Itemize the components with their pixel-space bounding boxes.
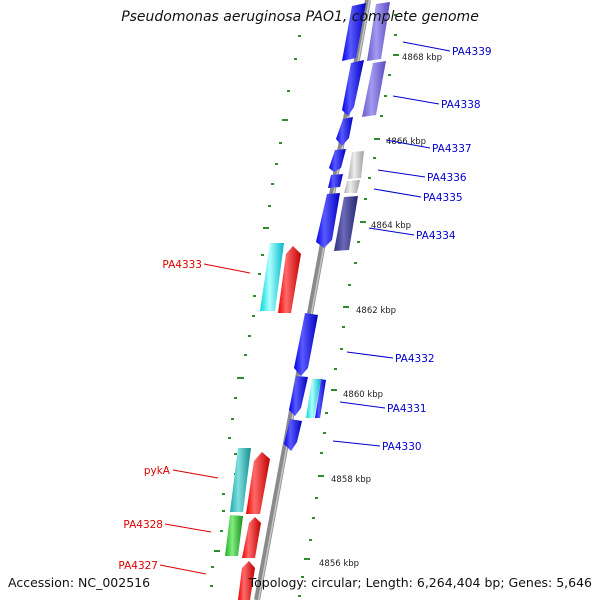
- gene-label-pa4335[interactable]: PA4335: [423, 192, 463, 204]
- gene-arrow-pa4335[interactable]: [328, 174, 343, 188]
- gene-label-pa4328[interactable]: PA4328: [123, 519, 163, 531]
- gene-label-pa4336[interactable]: PA4336: [427, 172, 467, 184]
- accession-text: Accession: NC_002516: [8, 575, 151, 590]
- gene-arrow-pa4336[interactable]: [329, 149, 346, 172]
- gene-arrow-pa4333-cyan[interactable]: [260, 243, 284, 311]
- gene-arrow-pa4339-b[interactable]: [367, 2, 390, 61]
- gene-arrow-pa4338-b[interactable]: [362, 61, 386, 117]
- gene-arrow-pa4333[interactable]: [278, 246, 301, 313]
- gene-arrow-pa4336-b[interactable]: [348, 151, 364, 179]
- right-tick-marks: [298, 14, 399, 597]
- gene-arrow-pa4335-b[interactable]: [344, 180, 360, 193]
- gene-label-pa4338[interactable]: PA4338: [441, 99, 481, 111]
- gene-label-pa4331[interactable]: PA4331: [387, 403, 427, 415]
- gene-arrow-pyka[interactable]: [246, 452, 270, 514]
- map-title: Pseudomonas aeruginosa PAO1, complete ge…: [121, 9, 479, 25]
- gene-arrow-pa4328-green[interactable]: [225, 515, 243, 556]
- scale-label-4866: 4866 kbp: [386, 137, 426, 147]
- gene-arrow-pa4331-b[interactable]: [306, 379, 321, 418]
- gene-arrow-pa4338[interactable]: [342, 60, 364, 116]
- gene-arrow-pa4331-c[interactable]: [315, 379, 326, 418]
- scale-label-4862: 4862 kbp: [356, 306, 396, 316]
- gene-arrow-pa4332[interactable]: [294, 313, 318, 376]
- gene-label-pa4334[interactable]: PA4334: [416, 230, 456, 242]
- gene-arrow-pa4330[interactable]: [284, 419, 302, 451]
- gene-arrow-pa4327[interactable]: [238, 561, 255, 600]
- gene-label-pyka[interactable]: pykA: [144, 465, 171, 477]
- gene-label-pa4330[interactable]: PA4330: [382, 441, 422, 453]
- scale-label-4858: 4858 kbp: [331, 475, 371, 485]
- gene-arrow-pa4331[interactable]: [289, 376, 308, 416]
- gene-label-pa4333[interactable]: PA4333: [162, 259, 202, 271]
- gene-arrow-pa4339[interactable]: [342, 3, 366, 61]
- gene-label-pa4332[interactable]: PA4332: [395, 353, 435, 365]
- gene-label-pa4339[interactable]: PA4339: [452, 46, 492, 58]
- gene-arrow-pa4337[interactable]: [336, 117, 353, 146]
- scale-label-4856: 4856 kbp: [319, 559, 359, 569]
- scale-label-4868: 4868 kbp: [402, 53, 442, 63]
- left-leader-lines: [159, 263, 251, 575]
- gene-arrow-pa4334[interactable]: [316, 193, 340, 248]
- gene-label-pa4337[interactable]: PA4337: [432, 143, 472, 155]
- gene-arrow-pa4334-b[interactable]: [334, 196, 358, 251]
- gene-label-pa4327[interactable]: PA4327: [118, 560, 158, 572]
- gene-arrow-pyka-teal[interactable]: [230, 448, 251, 512]
- left-tick-marks: [210, 35, 301, 587]
- scale-label-4864: 4864 kbp: [371, 221, 411, 231]
- gene-arrow-pa4328[interactable]: [242, 517, 261, 558]
- scale-label-4860: 4860 kbp: [343, 390, 383, 400]
- topology-text: Topology: circular; Length: 6,264,404 bp…: [248, 575, 592, 590]
- forward-strand-genes: [284, 2, 390, 451]
- reverse-strand-genes: [225, 243, 301, 600]
- right-leader-lines: [332, 41, 451, 447]
